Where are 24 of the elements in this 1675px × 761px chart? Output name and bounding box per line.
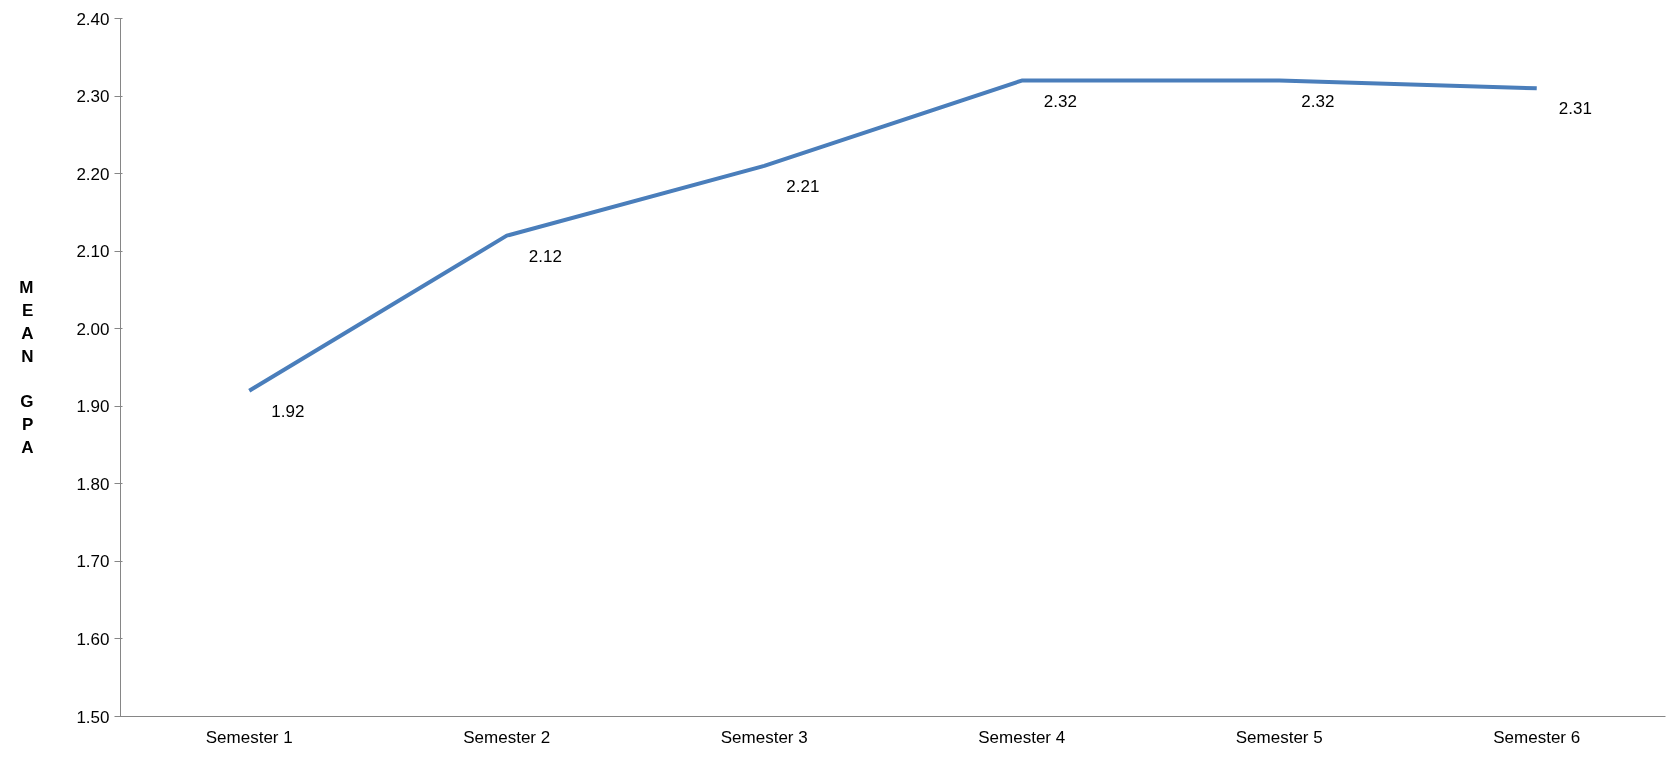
- data-label: 1.92: [271, 401, 305, 421]
- y-tick-label: 1.80: [76, 474, 110, 494]
- x-tick-label: Semester 5: [1235, 727, 1323, 747]
- line-series: [247, 78, 1539, 393]
- data-label: 2.31: [1558, 99, 1592, 119]
- data-label: 2.32: [1043, 91, 1077, 111]
- data-label: 2.32: [1301, 91, 1335, 111]
- y-tick-label: 1.60: [76, 629, 110, 649]
- data-label: 2.21: [786, 176, 820, 196]
- y-tick-label: 2.40: [76, 9, 110, 29]
- y-tick-label: 2.00: [76, 319, 110, 339]
- y-tick-label: 1.90: [76, 397, 110, 417]
- text: MEAN GPA: [19, 278, 34, 457]
- x-tick-label: Semester 4: [978, 727, 1066, 747]
- x-tick-label: Semester 3: [720, 727, 808, 747]
- y-tick-label: 1.70: [76, 552, 110, 572]
- y-tick-label: 2.10: [76, 242, 110, 262]
- data-label: 2.12: [528, 246, 562, 266]
- x-tick-label: Semester 6: [1493, 727, 1581, 747]
- x-tick-label: Semester 1: [205, 727, 293, 747]
- y-tick-label: 1.50: [76, 707, 110, 727]
- y-tick-label: 2.30: [76, 87, 110, 107]
- y-tick-label: 2.20: [76, 164, 110, 184]
- x-tick-label: Semester 2: [463, 727, 551, 747]
